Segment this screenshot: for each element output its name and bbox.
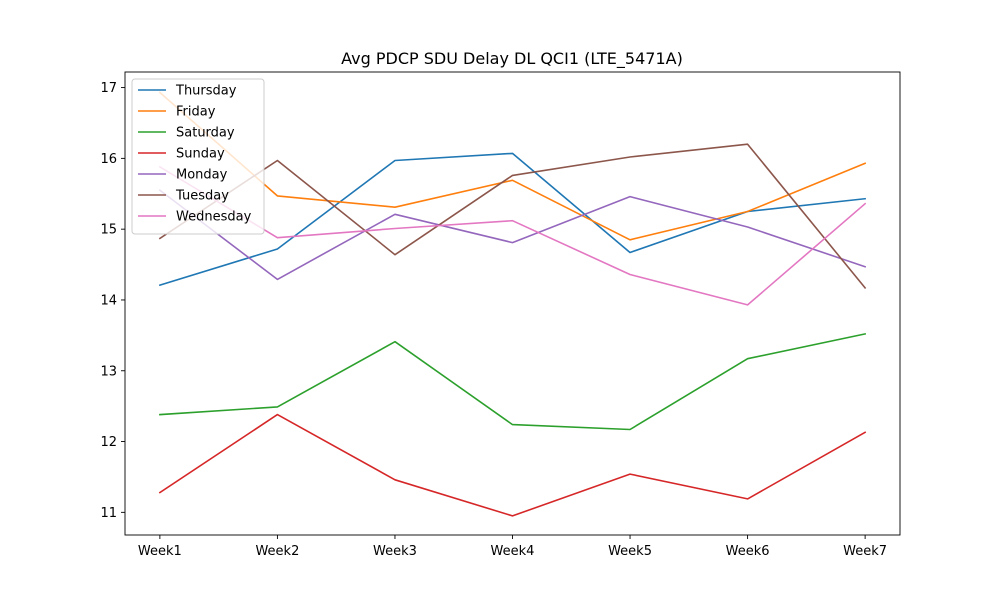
x-tick-label: Week2: [255, 544, 299, 559]
series-line-sunday: [158, 413, 867, 517]
legend: Thursday Friday Saturday Sunday Monday Tuesda…: [131, 78, 265, 235]
x-tick-label: Week7: [843, 544, 887, 559]
legend-label-monday: Monday: [176, 168, 228, 183]
legend-label-sunday: Sunday: [176, 147, 225, 162]
legend-label-friday: Friday: [176, 105, 216, 120]
x-tick-label: Week5: [608, 544, 652, 559]
plot-area: Week1 Week2 Week3 Week4 Week5 Week6 Week7 11 12 1…: [100, 71, 901, 559]
y-tick-label: 16: [100, 152, 117, 167]
y-tick-label: 12: [100, 435, 117, 450]
y-tick-label: 13: [100, 364, 117, 379]
chart-title: Avg PDCP SDU Delay DL QCI1 (LTE_5471A): [341, 49, 683, 69]
series-line-saturday: [159, 332, 867, 431]
series-line-wednesday: [158, 165, 867, 306]
x-tick-label: Week1: [138, 544, 182, 559]
y-tick-label: 15: [100, 223, 117, 238]
series-line-monday: [158, 189, 867, 281]
legend-label-saturday: Saturday: [176, 126, 235, 141]
legend-label-thursday: Thursday: [175, 84, 237, 99]
y-tick-label: 11: [100, 506, 117, 521]
series-line-tuesday: [158, 143, 867, 290]
x-tick-label: Week3: [373, 544, 417, 559]
y-tick-label: 17: [100, 81, 117, 96]
series-line-friday: [158, 91, 867, 241]
legend-label-wednesday: Wednesday: [176, 210, 252, 225]
x-tick-label: Week6: [726, 544, 770, 559]
x-tick-label: Week4: [491, 544, 535, 559]
legend-label-tuesday: Tuesday: [175, 189, 229, 204]
y-tick-label: 14: [100, 293, 117, 308]
